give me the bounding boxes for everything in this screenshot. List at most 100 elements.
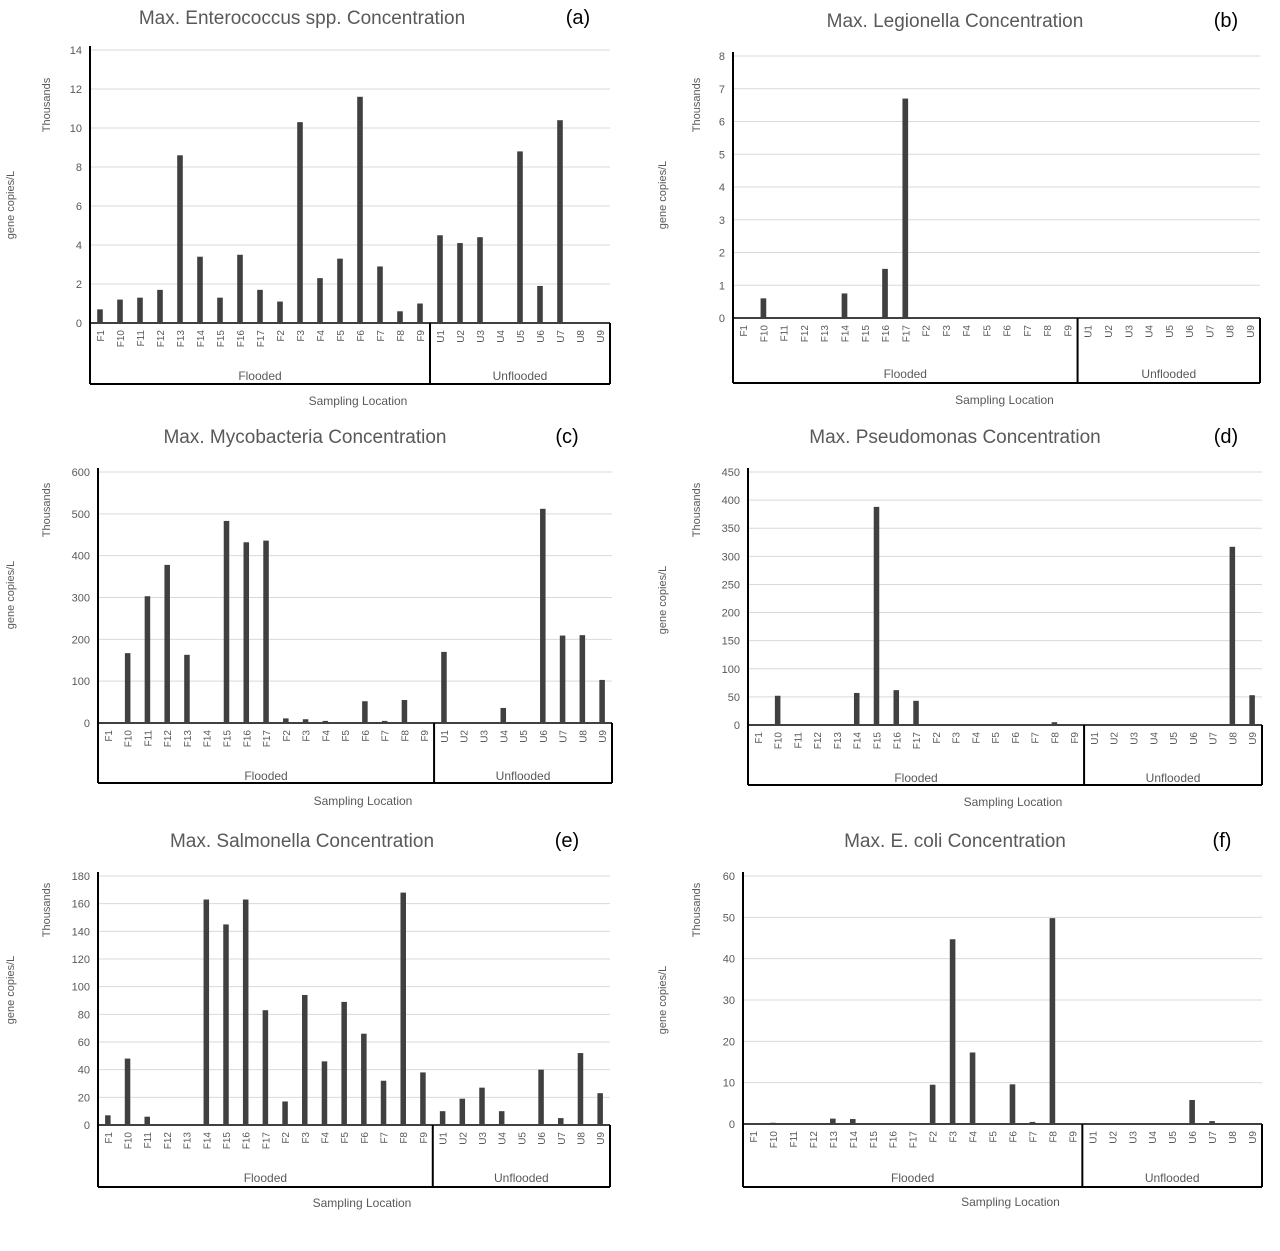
- bar-F6: [1009, 1084, 1016, 1124]
- bar-F15: [223, 924, 229, 1125]
- x-tick-label: F3: [942, 325, 953, 337]
- bar-F6: [362, 701, 368, 723]
- bar-F14: [197, 256, 203, 323]
- x-tick-label: F7: [1028, 1131, 1039, 1143]
- x-tick-label: U6: [1188, 1131, 1199, 1144]
- y-tick-label: 200: [722, 608, 740, 620]
- x-tick-label: U4: [498, 1132, 509, 1145]
- y-tick-label: 20: [78, 1092, 90, 1104]
- x-tick-label: U5: [516, 330, 527, 343]
- bar-F10: [124, 1058, 131, 1125]
- x-tick-label: U8: [576, 1132, 587, 1145]
- bar-F6: [361, 1033, 367, 1125]
- x-tick-label: U3: [480, 730, 491, 743]
- x-tick-label: F4: [320, 1132, 331, 1144]
- bar-F10: [774, 695, 781, 725]
- x-tick-label: U7: [556, 330, 567, 343]
- x-tick-label: F2: [276, 330, 287, 342]
- x-tick-label: F13: [833, 732, 844, 750]
- y-tick-label: 12: [70, 84, 82, 96]
- bar-F1: [97, 309, 103, 323]
- x-axis-title: Sampling Location: [313, 1196, 412, 1210]
- x-tick-label: F2: [281, 1132, 292, 1144]
- x-tick-label: U7: [1205, 325, 1216, 338]
- x-tick-label: U1: [1084, 325, 1095, 338]
- x-tick-label: U4: [496, 330, 507, 343]
- x-tick-label: U2: [1104, 325, 1115, 338]
- bar-U6: [540, 508, 546, 723]
- x-tick-label: U5: [1165, 325, 1176, 338]
- x-tick-label: F1: [739, 325, 750, 337]
- group-label: Unflooded: [1141, 367, 1196, 381]
- x-tick-label: U3: [1128, 1131, 1139, 1144]
- y-tick-label: 20: [723, 1036, 735, 1048]
- x-tick-label: U2: [1110, 732, 1121, 745]
- x-tick-label: U6: [1185, 325, 1196, 338]
- x-tick-label: F13: [820, 325, 831, 343]
- x-tick-label: F11: [793, 732, 804, 749]
- x-tick-label: U4: [1148, 1131, 1159, 1144]
- x-tick-label: F6: [356, 330, 367, 342]
- x-tick-label: F6: [1011, 732, 1022, 744]
- panel-letter: (c): [555, 426, 578, 448]
- x-tick-label: F3: [952, 732, 963, 744]
- bar-F13: [830, 1118, 836, 1124]
- bar-U8: [579, 635, 586, 723]
- bar-U3: [477, 237, 483, 323]
- bar-F12: [157, 289, 163, 323]
- y-tick-label: 8: [76, 162, 82, 174]
- x-tick-label: F17: [256, 330, 267, 348]
- bar-F10: [770, 1122, 776, 1124]
- x-axis-title: Sampling Location: [955, 393, 1054, 407]
- x-tick-label: F5: [341, 730, 352, 742]
- y-tick-label: 200: [72, 634, 90, 646]
- x-tick-label: F7: [376, 330, 387, 342]
- y-axis-unit: Thousands: [691, 77, 703, 132]
- y-tick-label: 300: [72, 593, 90, 605]
- x-tick-label: F15: [223, 730, 234, 748]
- y-tick-label: 0: [729, 1119, 735, 1131]
- x-axis-title: Sampling Location: [961, 1195, 1060, 1209]
- x-tick-label: F9: [416, 330, 427, 342]
- x-tick-label: F4: [969, 1131, 980, 1143]
- bar-F15: [873, 506, 880, 725]
- chart-title: Max. Mycobacteria Concentration: [163, 427, 446, 448]
- bar-F10: [760, 298, 767, 318]
- y-tick-label: 50: [728, 692, 740, 704]
- y-tick-label: 400: [72, 551, 90, 563]
- x-tick-label: U2: [1108, 1131, 1119, 1144]
- chart-panel-b: 0 1 2 3 4 5 6 7 8 F1 F10 F11 F12 F13 F14 F15 F16 F17 F2 F3 F…: [657, 10, 1261, 407]
- bar-F5: [337, 258, 343, 323]
- x-tick-label: F17: [912, 732, 923, 750]
- x-axis-title: Sampling Location: [309, 394, 408, 408]
- bar-U7: [557, 120, 563, 323]
- x-tick-label: F4: [316, 330, 327, 342]
- x-tick-label: F11: [143, 1132, 154, 1149]
- group-label: Flooded: [244, 1171, 287, 1185]
- y-tick-label: 3: [719, 215, 725, 227]
- x-tick-label: F17: [901, 325, 912, 343]
- bar-F7: [1029, 1121, 1036, 1124]
- bar-F14: [203, 899, 210, 1125]
- x-tick-label: U9: [1246, 325, 1257, 338]
- bar-U4: [498, 1111, 505, 1125]
- x-tick-label: F8: [399, 1132, 410, 1144]
- y-axis-unit: Thousands: [691, 482, 703, 537]
- bar-F10: [124, 653, 131, 723]
- bar-F16: [237, 254, 243, 323]
- x-tick-label: U1: [440, 730, 451, 743]
- group-label: Flooded: [894, 771, 937, 785]
- bar-F4: [317, 278, 323, 323]
- y-tick-label: 400: [722, 495, 740, 507]
- x-tick-label: F9: [1068, 1131, 1079, 1143]
- y-tick-label: 0: [84, 1120, 90, 1132]
- x-tick-label: F13: [829, 1131, 840, 1149]
- bar-F15: [217, 297, 223, 323]
- y-axis-title: gene copies/L: [657, 566, 669, 635]
- y-axis-title: gene copies/L: [657, 161, 669, 230]
- bar-U1: [439, 1111, 446, 1125]
- y-tick-label: 250: [722, 579, 740, 591]
- x-tick-label: F3: [296, 330, 307, 342]
- bar-F17: [902, 98, 909, 318]
- x-tick-label: F17: [909, 1131, 920, 1149]
